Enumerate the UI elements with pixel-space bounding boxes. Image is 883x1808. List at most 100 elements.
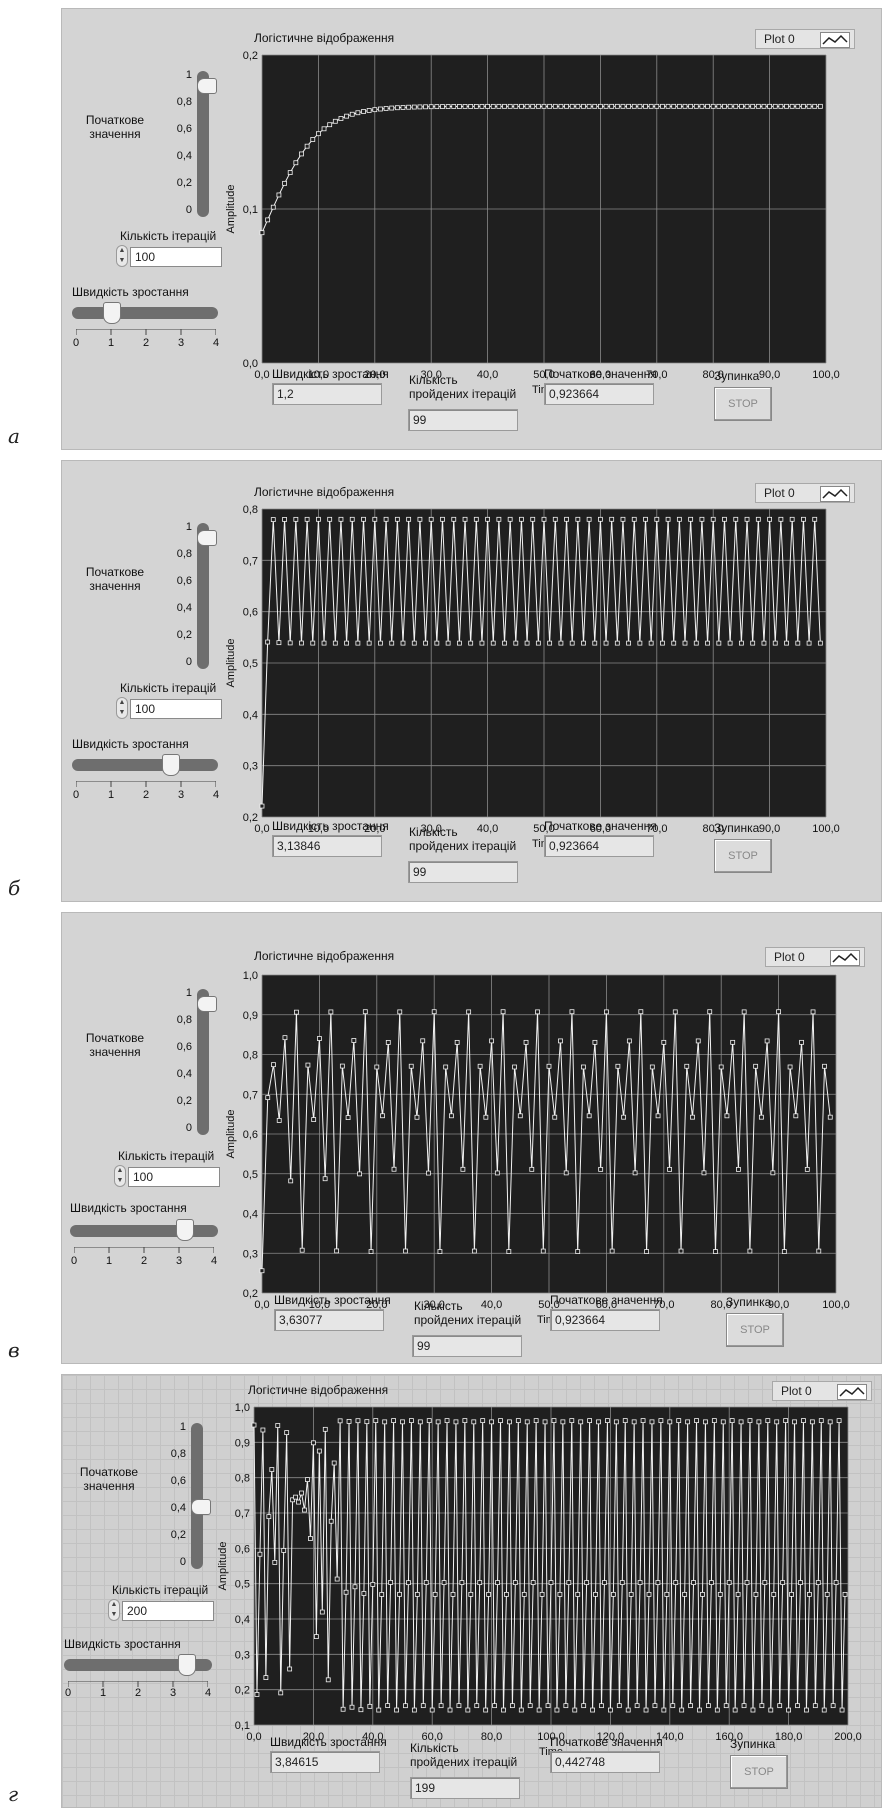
vslider-tick: 0 <box>185 1122 192 1134</box>
stop-button[interactable]: STOP <box>714 387 772 421</box>
data-point <box>815 1580 821 1585</box>
data-point <box>586 516 592 522</box>
y-tick-label: 0,9 <box>235 1437 250 1449</box>
data-point <box>679 1707 685 1713</box>
growth-slider[interactable] <box>72 307 218 319</box>
initial-value-slider-knob[interactable] <box>197 996 217 1012</box>
stop-button[interactable]: STOP <box>730 1755 788 1789</box>
vslider-tick: 0,4 <box>170 1502 186 1514</box>
data-point <box>265 217 271 223</box>
data-point <box>400 640 406 646</box>
data-point <box>507 1419 512 1425</box>
stepper-icon[interactable]: ▲ ▼ <box>108 1599 120 1621</box>
initial-value-slider-knob[interactable] <box>197 530 217 546</box>
data-point <box>541 516 547 522</box>
data-point <box>817 640 823 646</box>
growth-slider-knob[interactable] <box>103 302 121 324</box>
hslider-tick: 1 <box>106 1255 113 1267</box>
iterations-input[interactable]: 100 <box>130 699 222 719</box>
iterations-label: Кількість ітерацій <box>120 681 217 695</box>
data-point <box>507 516 513 522</box>
plot-legend[interactable]: Plot 0 <box>772 1381 872 1401</box>
data-point <box>349 111 355 117</box>
plot-legend[interactable]: Plot 0 <box>755 483 855 503</box>
vslider-tick: 1 <box>185 69 192 81</box>
data-point <box>772 640 778 646</box>
growth-slider-knob[interactable] <box>162 754 180 776</box>
data-point <box>818 1418 824 1424</box>
data-point <box>720 1419 726 1425</box>
data-point <box>609 516 615 522</box>
growth-slider-knob[interactable] <box>178 1654 196 1676</box>
data-point <box>265 1095 271 1101</box>
legend-label: Plot 0 <box>764 486 795 500</box>
data-point <box>558 1038 563 1044</box>
data-point <box>321 640 327 646</box>
iterations-input[interactable]: 100 <box>130 247 222 267</box>
data-point <box>710 516 716 522</box>
hslider-tick: 3 <box>170 1687 177 1699</box>
hslider-tick: 0 <box>73 789 80 801</box>
data-point <box>598 1166 604 1172</box>
data-point <box>569 1009 575 1015</box>
data-point <box>753 1063 759 1069</box>
initial-value-slider[interactable] <box>197 989 209 1135</box>
x-tick-label: 200,0 <box>834 1731 862 1743</box>
initial-value-slider[interactable] <box>197 71 209 217</box>
data-point <box>691 1580 696 1585</box>
growth-slider-knob[interactable] <box>176 1219 194 1241</box>
growth-slider[interactable] <box>64 1659 212 1671</box>
data-point <box>271 1062 276 1068</box>
data-point <box>747 1418 753 1424</box>
data-point <box>637 103 643 109</box>
data-point <box>596 1419 601 1425</box>
iterations-input[interactable]: 100 <box>128 1167 220 1187</box>
legend-plot-icon <box>830 950 860 966</box>
data-point <box>695 1038 701 1044</box>
data-point <box>767 103 772 109</box>
data-point <box>648 103 654 109</box>
stepper-icon[interactable]: ▲ ▼ <box>116 245 128 267</box>
data-point <box>411 640 417 646</box>
data-point <box>316 516 321 522</box>
data-point <box>474 1703 480 1709</box>
data-point <box>322 1426 328 1432</box>
initial-value-slider-knob[interactable] <box>191 1499 211 1515</box>
data-point <box>649 1064 655 1070</box>
y-axis-label: Amplitude <box>225 185 237 234</box>
data-point <box>660 103 665 109</box>
stop-label: Зупинка <box>714 369 760 383</box>
initial-value-slider-knob[interactable] <box>197 78 217 94</box>
data-point <box>339 1063 345 1069</box>
data-point <box>560 1419 566 1425</box>
growth-slider[interactable] <box>72 759 218 771</box>
growth-slider[interactable] <box>70 1225 218 1237</box>
data-point <box>435 1419 441 1425</box>
data-point <box>771 1591 777 1597</box>
data-point <box>466 1009 472 1015</box>
stepper-icon[interactable]: ▲ ▼ <box>116 697 128 719</box>
panel-letter: в <box>8 1338 20 1362</box>
data-point <box>648 640 654 646</box>
data-point <box>453 1419 459 1425</box>
data-point <box>483 1707 489 1713</box>
plot-legend[interactable]: Plot 0 <box>755 29 855 49</box>
iterations-input[interactable]: 200 <box>122 1601 214 1621</box>
stepper-icon[interactable]: ▲ ▼ <box>114 1165 126 1187</box>
stop-button[interactable]: STOP <box>726 1313 784 1347</box>
data-point <box>428 516 434 522</box>
stop-button[interactable]: STOP <box>714 839 772 873</box>
data-point <box>406 104 412 110</box>
data-point <box>443 1064 449 1070</box>
plot-legend[interactable]: Plot 0 <box>765 947 865 967</box>
initial-value-slider[interactable] <box>191 1423 203 1569</box>
initial-value-slider[interactable] <box>197 523 209 669</box>
data-point <box>821 1707 827 1713</box>
data-point <box>536 1707 542 1713</box>
data-point <box>521 1591 527 1597</box>
data-point <box>276 1118 282 1123</box>
data-point <box>378 106 383 112</box>
data-point <box>486 1591 492 1597</box>
y-tick-label: 0,8 <box>243 504 258 516</box>
data-point <box>477 1580 483 1585</box>
